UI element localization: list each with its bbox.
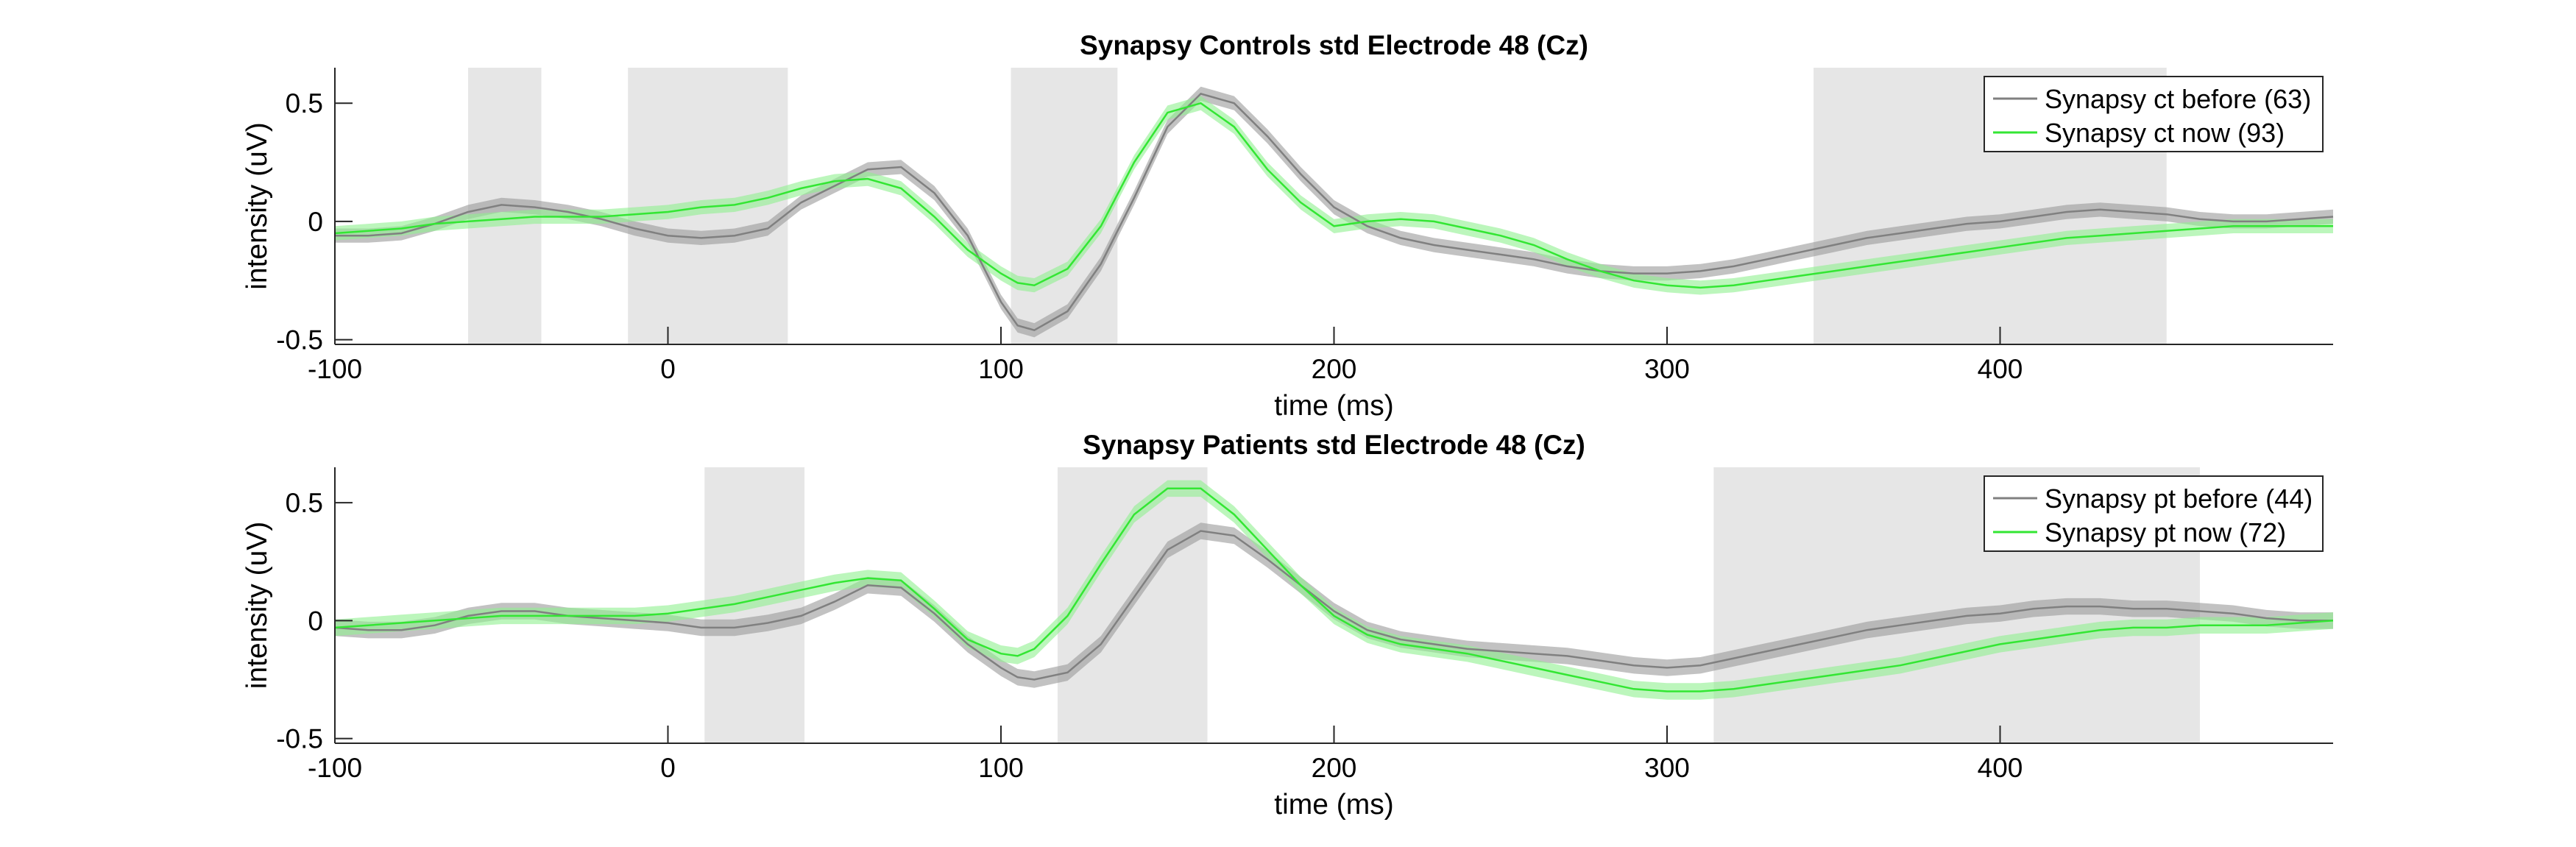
x-tick-label: -100 xyxy=(308,753,362,783)
chart-title: Synapsy Controls std Electrode 48 (Cz) xyxy=(1080,30,1588,60)
chart-title: Synapsy Patients std Electrode 48 (Cz) xyxy=(1083,430,1585,460)
series-band-1 xyxy=(335,522,2333,688)
x-tick-label: -100 xyxy=(308,354,362,384)
y-tick-label: -0.5 xyxy=(276,724,323,754)
legend-label: Synapsy pt before (44) xyxy=(2045,483,2313,514)
series-line-1 xyxy=(335,92,2334,332)
chart-panel-2: -100 0 100 200 300 400 -0.5 0 0.5 Synapsy Patient… xyxy=(241,430,2334,821)
x-tick-label: 400 xyxy=(1978,354,2023,384)
x-tick-label: 0 xyxy=(660,354,676,384)
chart-panel-1: -100 0 100 200 300 400 -0.5 0 0.5 Synapsy Control… xyxy=(241,30,2334,422)
series-line-2 xyxy=(334,102,2333,289)
legend-label: Synapsy pt now (72) xyxy=(2045,517,2286,547)
y-tick-label: 0 xyxy=(308,606,323,636)
x-tick-label: 200 xyxy=(1312,753,1357,783)
y-tick-label: -0.5 xyxy=(276,325,323,355)
y-axis-label: intensity (uV) xyxy=(241,122,273,290)
shaded-interval xyxy=(1011,68,1118,344)
legend-box xyxy=(1984,76,2324,152)
legend: Synapsy pt before (44)Synapsy pt now (72… xyxy=(1984,475,2324,552)
x-axis-label: time (ms) xyxy=(1274,390,1393,422)
legend-box xyxy=(1984,475,2324,552)
x-axis-label: time (ms) xyxy=(1274,789,1393,821)
legend-label: Synapsy ct before (63) xyxy=(2045,84,2311,114)
x-tick-label: 300 xyxy=(1644,753,1690,783)
legend-label: Synapsy ct now (93) xyxy=(2045,118,2285,148)
y-axis-label: intensity (uV) xyxy=(241,522,273,690)
series-band-1 xyxy=(335,86,2333,338)
x-tick-label: 200 xyxy=(1312,354,1357,384)
x-tick-label: 300 xyxy=(1644,354,1690,384)
y-tick-label: 0.5 xyxy=(286,488,323,518)
x-tick-label: 100 xyxy=(978,753,1024,783)
y-tick-label: 0.5 xyxy=(286,88,323,118)
series-line-1 xyxy=(334,530,2333,681)
y-tick-label: 0 xyxy=(308,207,323,237)
legend: Synapsy ct before (63) Synapsy ct now (93… xyxy=(1984,76,2324,152)
x-tick-label: 0 xyxy=(660,753,676,783)
x-tick-label: 400 xyxy=(1978,753,2023,783)
series-line-2 xyxy=(334,487,2334,692)
x-tick-label: 100 xyxy=(978,354,1024,384)
